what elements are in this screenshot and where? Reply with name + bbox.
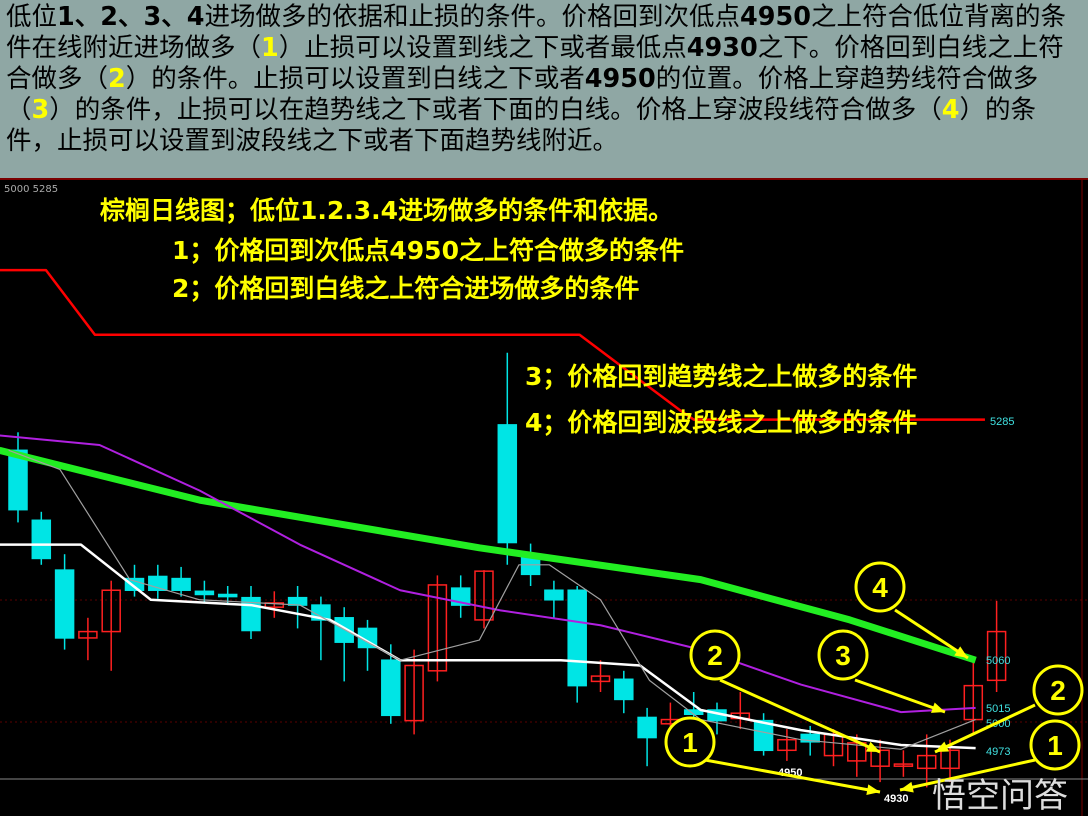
header-segment: 之下。价格回到白线之上符合做多（ [6, 33, 1064, 94]
candle-up [474, 570, 494, 621]
marker-label: 3 [835, 640, 851, 671]
candle-up [963, 684, 984, 721]
candle-down [31, 519, 52, 560]
header-segment: 之上符合低位背离的条件在线附近进场做多（ [6, 2, 1067, 63]
marker-label: 1 [1047, 730, 1063, 761]
candle-up [404, 664, 424, 722]
candle-down [497, 424, 518, 544]
indicator-legend: 5000 5285 [4, 184, 59, 195]
marker-circle [854, 561, 906, 613]
annotation-arrow [894, 608, 969, 660]
watermark-logo: 悟空问答 [932, 776, 1068, 816]
arrow-head [866, 741, 880, 752]
header-segment: ）的条件。止损可以设置到白线之下或者 [125, 64, 585, 94]
annotation-arrow [704, 758, 881, 794]
header-segment: 1、2、3、4 [57, 2, 205, 32]
purple_line [0, 434, 976, 714]
header-segment: 4950 [584, 64, 656, 94]
candle-up [427, 584, 448, 672]
annotation-arrow [854, 678, 946, 714]
candle-down [194, 590, 215, 596]
candle-up [870, 749, 890, 767]
candle-up [590, 675, 611, 683]
candle-up [986, 630, 1007, 682]
header-segment: 3 [31, 95, 50, 125]
candle-down [217, 593, 238, 598]
marker-circle [664, 716, 716, 768]
candle-down [381, 659, 401, 717]
band_line [0, 268, 985, 421]
candle-down [171, 577, 191, 591]
arrow-head [900, 781, 914, 793]
annotation-arrow [719, 678, 881, 754]
marker-label: 1 [682, 727, 698, 758]
header-segment: 4950 [740, 2, 811, 32]
marker-label: 2 [1050, 675, 1066, 706]
candle-up [893, 763, 914, 767]
price-label: 5015 [986, 703, 1010, 715]
candle-up [101, 589, 121, 633]
candle-down [753, 719, 774, 752]
marker-circle [1032, 664, 1084, 716]
arrow-head [866, 784, 880, 796]
header-segment: ）的条件，止损可以在趋势线之下或者下面的白线。价格上穿波段线符合做多（ [49, 95, 942, 125]
candle-down [544, 589, 564, 601]
candle-down [614, 678, 634, 701]
header-segment: 低位 [6, 2, 58, 32]
arrow-head [954, 646, 968, 658]
description-text: 低位1、2、3、4进场做多的依据和止损的条件。价格回到次低点4950之上符合低位… [0, 0, 1088, 172]
annotation-line-1: 1；价格回到次低点4950之上符合做多的条件 [172, 236, 684, 265]
annotation-arrow [934, 703, 1036, 754]
header-segment: 4 [941, 95, 960, 125]
header-segment: ）的条件，止损可以设置到波段线之下或者下面趋势线附近。 [6, 95, 1037, 156]
marker-label: 2 [707, 640, 723, 671]
white_line [0, 543, 976, 750]
candle-down [637, 716, 657, 739]
candle-down [8, 449, 28, 511]
gray_line [8, 449, 976, 750]
price-label: 4973 [986, 746, 1010, 758]
candle-down [124, 577, 145, 591]
annotation-title: 棕榈日线图；低位1.2.3.4进场做多的条件和依据。 [100, 196, 674, 225]
arrow-head [935, 741, 949, 752]
candle-up [777, 738, 797, 752]
candle-down [800, 733, 820, 743]
annotation-line-2: 2；价格回到白线之上符合进场做多的条件 [172, 274, 640, 303]
candle-down [54, 569, 75, 639]
candle-up [940, 749, 960, 770]
header-segment: 4930 [686, 33, 758, 63]
header-segment: 1 [261, 33, 279, 63]
marker-circle [689, 629, 741, 681]
candle-up [264, 602, 285, 608]
header-segment: 2 [108, 64, 126, 94]
annotation-line-4: 4；价格回到波段线之上做多的条件 [525, 408, 918, 437]
price-label: 4930 [884, 793, 908, 805]
annotation-line-3: 3；价格回到趋势线之上做多的条件 [525, 362, 918, 391]
price-label: 5060 [986, 655, 1010, 667]
trend_line [0, 446, 977, 664]
marker-label: 4 [872, 572, 888, 603]
marker-circle [1029, 719, 1081, 771]
header-segment: 的位置。价格上穿趋势线符合做多（ [6, 64, 1039, 125]
chart-toolbar [0, 172, 1088, 180]
candle-up [916, 754, 937, 770]
header-segment: 进场做多的依据和止损的条件。价格回到次低点 [204, 2, 741, 32]
annotation-arrow [899, 758, 1036, 792]
candle-down [287, 596, 308, 606]
candle-down [567, 589, 587, 687]
price-label: 5285 [990, 416, 1014, 428]
header-segment: ）止损可以设置到线之下或者最低点 [278, 33, 687, 63]
candle-up [78, 630, 98, 639]
marker-circle [817, 629, 869, 681]
arrow-head [931, 702, 945, 713]
